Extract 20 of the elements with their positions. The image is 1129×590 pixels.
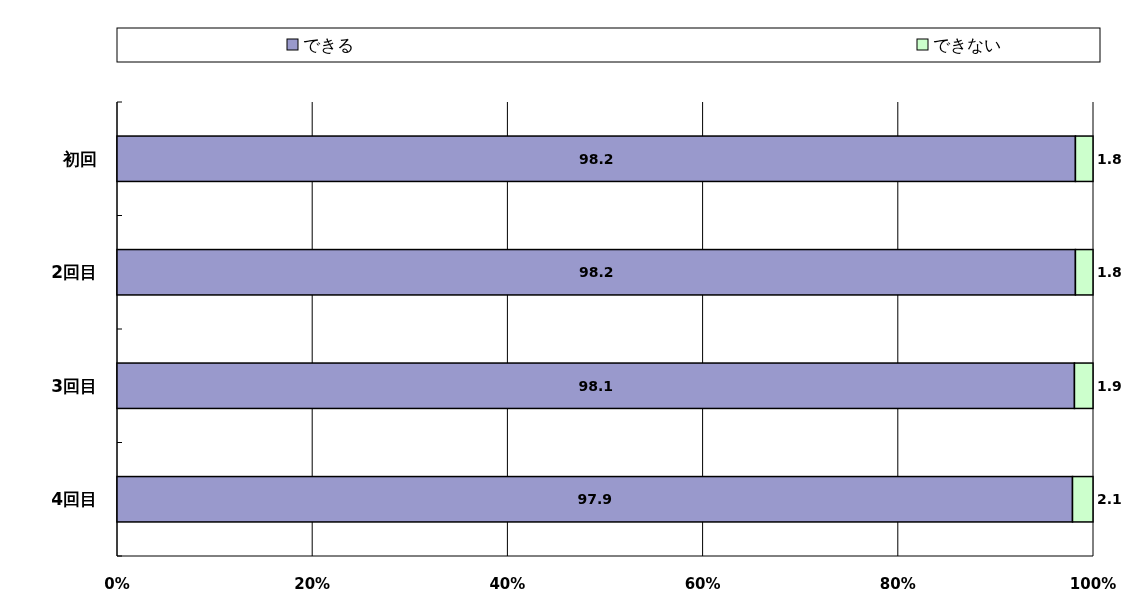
- y-tick-label: 3回目: [51, 375, 97, 396]
- y-tick-label: 初回: [62, 148, 97, 169]
- x-tick-label: 0%: [104, 575, 130, 590]
- data-label: 97.9: [577, 491, 613, 508]
- x-tick-label: 40%: [489, 575, 526, 590]
- y-tick-label: 4回目: [51, 489, 97, 510]
- x-tick-label: 20%: [294, 575, 331, 590]
- x-tick-label: 80%: [879, 575, 916, 590]
- data-label: 98.2: [578, 150, 614, 167]
- data-label: 2.1: [1097, 491, 1122, 508]
- x-tick-label: 60%: [684, 575, 721, 590]
- data-label: 98.2: [578, 264, 614, 281]
- legend-label: できる: [303, 35, 354, 55]
- y-tick-label: 2回目: [51, 262, 97, 283]
- data-label: 1.8: [1097, 264, 1122, 281]
- data-label: 1.9: [1097, 377, 1122, 394]
- data-label: 1.8: [1097, 150, 1122, 167]
- legend-label: できない: [933, 35, 1001, 55]
- x-tick-label: 100%: [1069, 575, 1117, 590]
- data-label: 98.1: [578, 377, 613, 394]
